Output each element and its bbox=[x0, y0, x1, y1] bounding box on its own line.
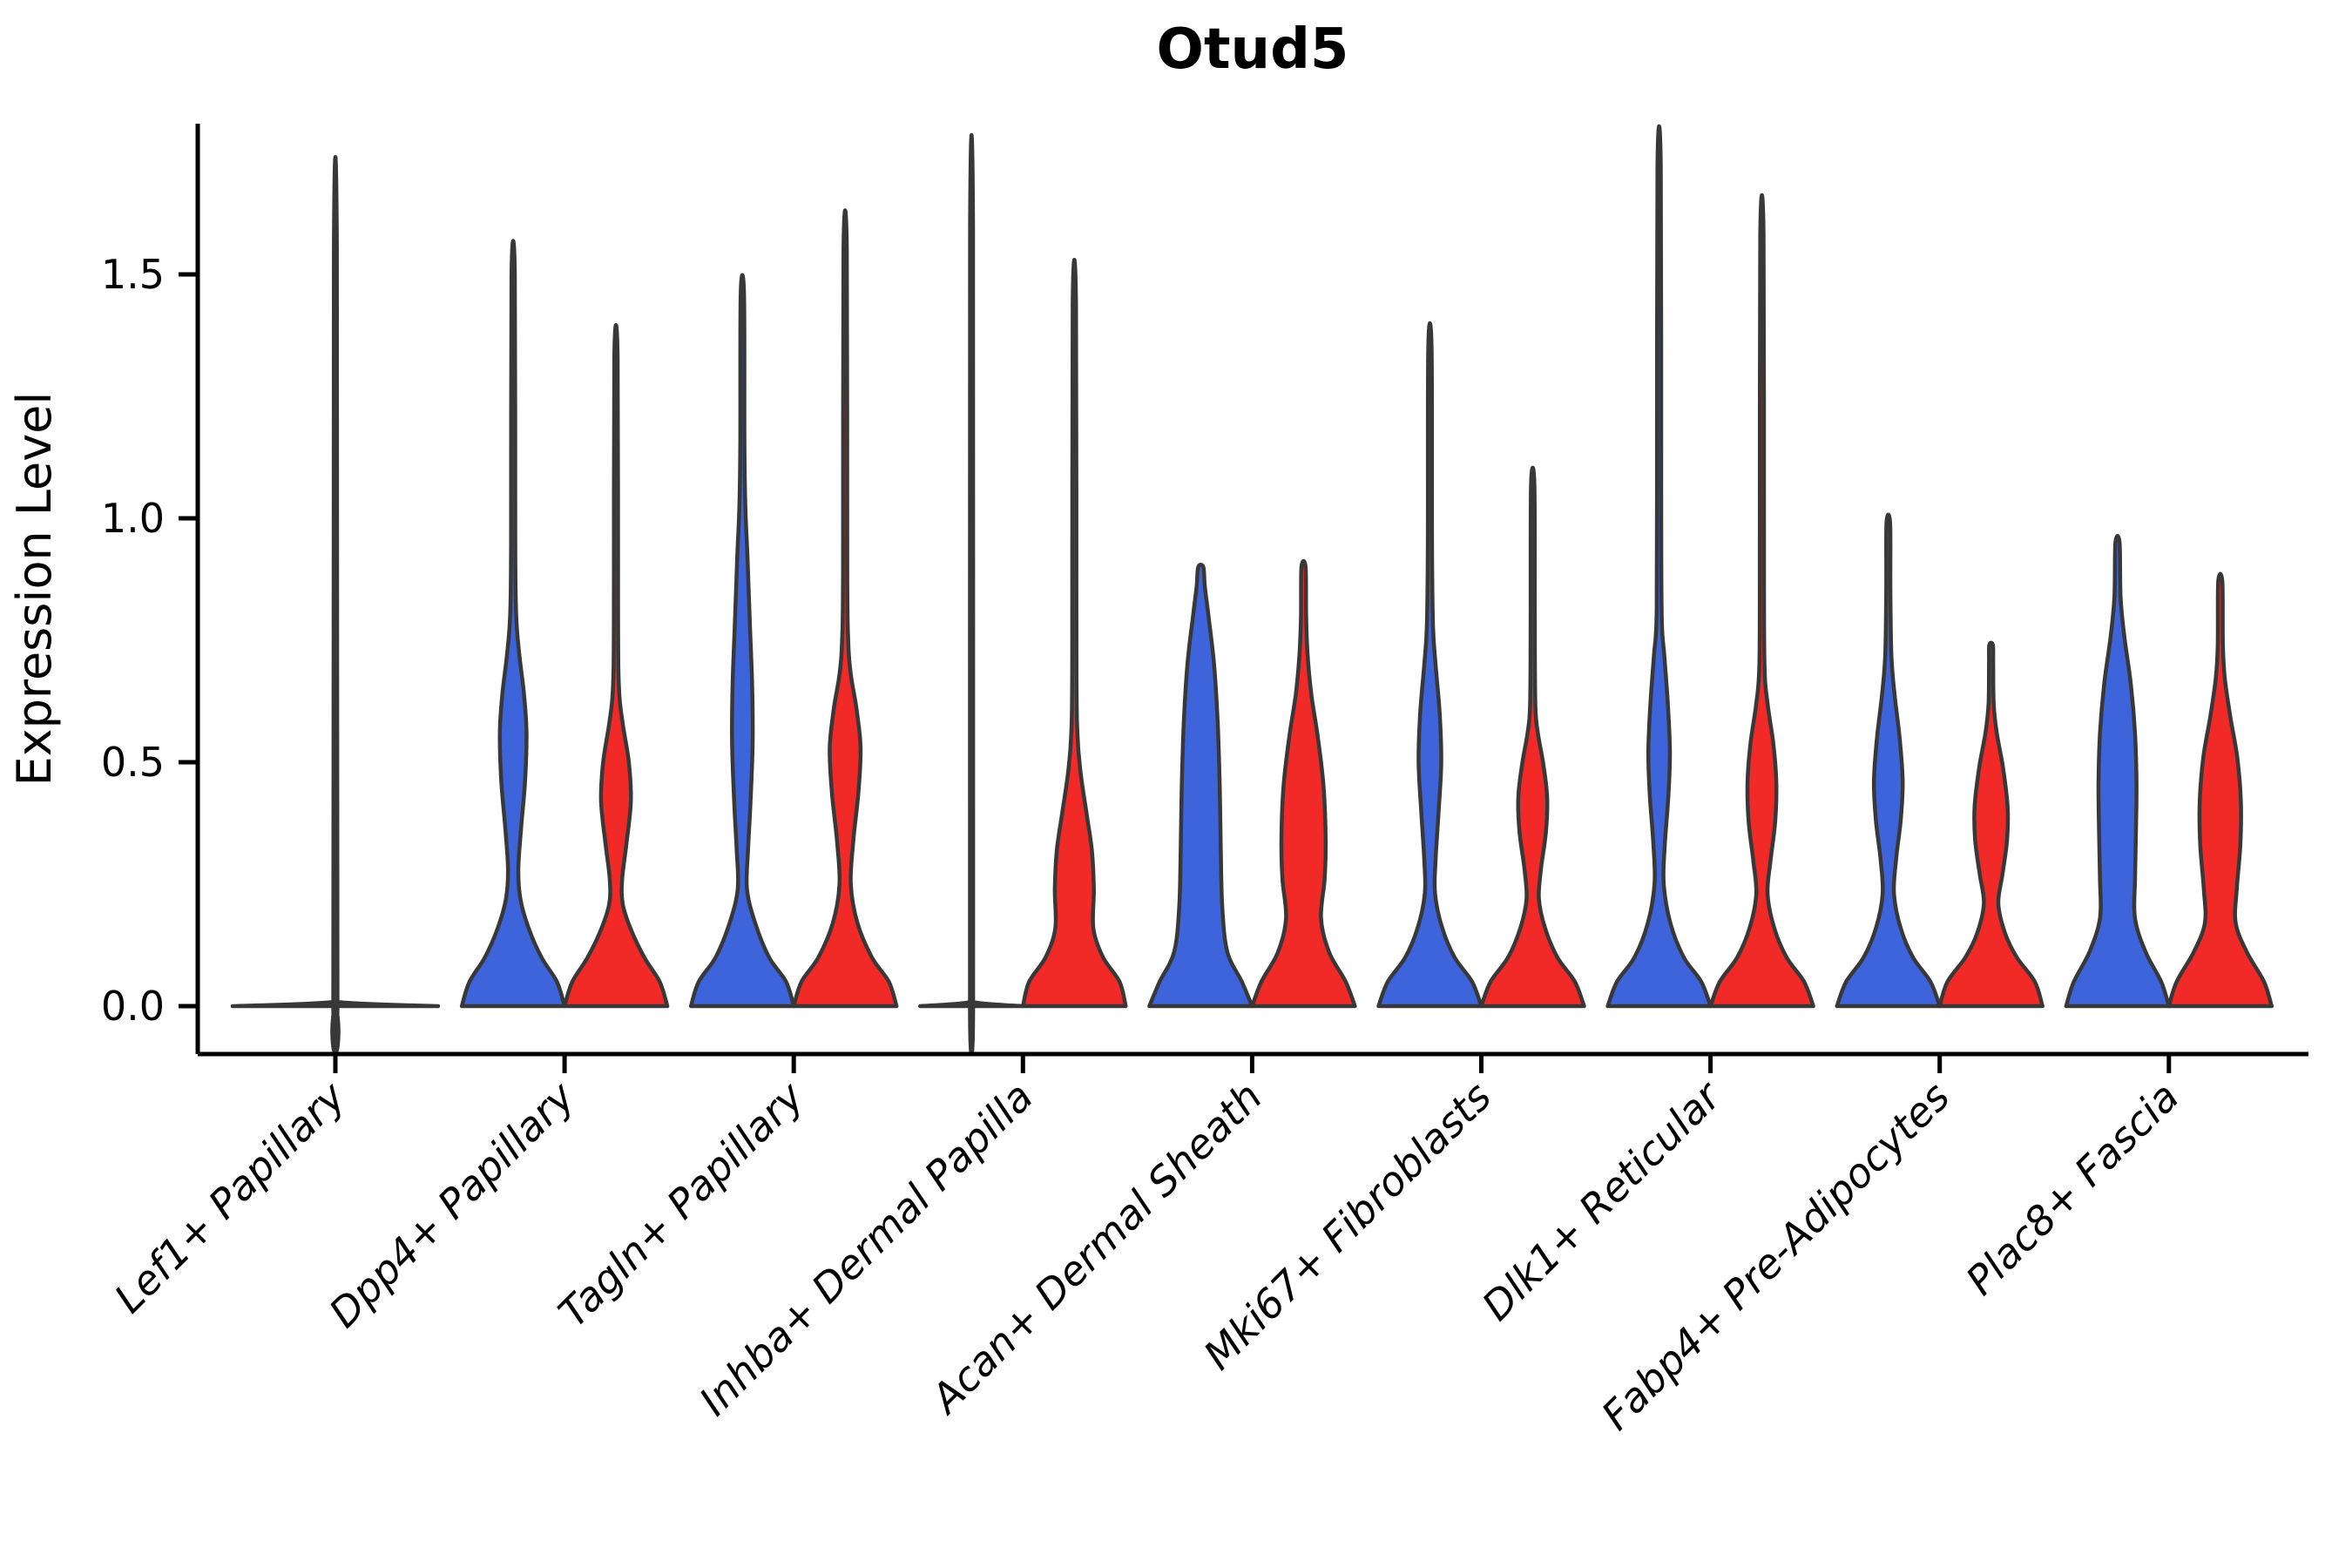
violin-acan-dermal-sheath-blue bbox=[1147, 563, 1254, 1009]
violins-group bbox=[230, 124, 2274, 1055]
violin-tagln-papillary-blue bbox=[688, 273, 796, 1009]
y-tick-label-1.0: 1.0 bbox=[101, 495, 165, 542]
y-axis-label: Expression Level bbox=[7, 392, 62, 787]
plot-title: Otud5 bbox=[1157, 17, 1349, 82]
violin-dlk1-reticular-blue bbox=[1605, 124, 1713, 1009]
violin-dpp4-papillary-blue bbox=[459, 239, 567, 1009]
violin-tagln-papillary-red bbox=[791, 208, 899, 1009]
violin-inhba-dermal-papilla-blue bbox=[918, 132, 1025, 1055]
violin-plac8-fascia-red bbox=[2166, 571, 2274, 1009]
y-tick-label-0.5: 0.5 bbox=[101, 739, 165, 786]
x-tick-label-plac8-fascia: Plac8+ Fascia bbox=[1957, 1073, 2187, 1304]
violin-inhba-dermal-papilla-red bbox=[1021, 257, 1128, 1009]
x-tick-label-dlk1-reticular: Dlk1+ Reticular bbox=[1473, 1071, 1732, 1329]
violin-mki67-fibroblasts-red bbox=[1479, 465, 1586, 1009]
violin-fabp4-pre-adipocytes-blue bbox=[1835, 512, 1942, 1009]
y-tick-group: 0.0 0.5 1.0 1.5 bbox=[101, 251, 198, 1030]
violin-lef1-papillary-all bbox=[230, 155, 441, 1054]
x-tick-label-dpp4-papillary: Dpp4+ Papillary bbox=[320, 1072, 584, 1336]
x-tick-label-tagln-papillary: Tagln+ Papillary bbox=[550, 1072, 814, 1336]
violin-plac8-fascia-blue bbox=[2064, 534, 2172, 1009]
violin-fabp4-pre-adipocytes-red bbox=[1937, 640, 2044, 1009]
violin-dpp4-papillary-red bbox=[562, 323, 670, 1009]
y-tick-label-0.0: 0.0 bbox=[101, 983, 165, 1030]
x-tick-label-lef1-papillary: Lef1+ Papillary bbox=[105, 1072, 355, 1321]
violin-mki67-fibroblasts-blue bbox=[1376, 321, 1484, 1009]
y-tick-label-1.5: 1.5 bbox=[101, 251, 165, 298]
violin-dlk1-reticular-red bbox=[1708, 193, 1815, 1009]
violin-acan-dermal-sheath-red bbox=[1250, 558, 1357, 1009]
